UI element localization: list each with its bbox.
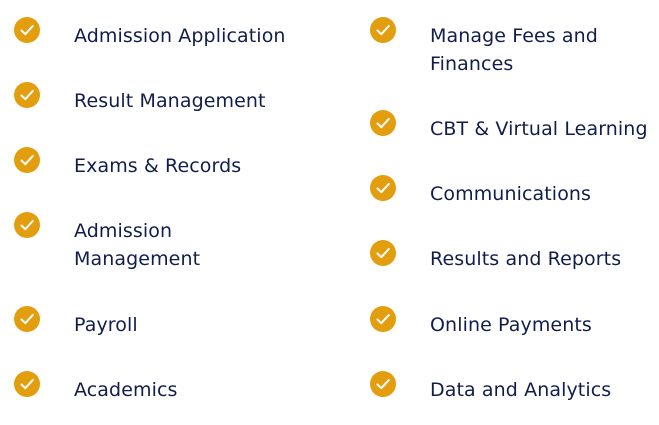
feature-item: Manage Fees and Finances: [0, 17, 659, 81]
feature-label-line2: Finances: [430, 53, 514, 75]
feature-label: Manage Fees and: [430, 25, 598, 47]
feature-label: Admission Application: [74, 25, 286, 47]
feature-item: Data and Analytics: [0, 371, 659, 411]
feature-label: CBT & Virtual Learning: [430, 118, 648, 140]
checkmark-circle-icon: [370, 175, 396, 201]
feature-item: Academics: [0, 371, 330, 411]
checkmark-circle-icon: [14, 82, 40, 108]
feature-label: Communications: [430, 183, 592, 205]
feature-label: Online Payments: [430, 314, 592, 336]
checkmark-circle-icon: [370, 110, 396, 136]
feature-label: Data and Analytics: [430, 379, 612, 401]
feature-item: Online Payments: [0, 306, 659, 346]
checkmark-circle-icon: [370, 17, 396, 43]
feature-label: Result Management: [74, 90, 266, 112]
feature-label: Exams & Records: [74, 155, 242, 177]
feature-item: CBT & Virtual Learning: [0, 110, 659, 150]
checkmark-circle-icon: [14, 212, 40, 238]
feature-item: Communications: [0, 175, 659, 215]
feature-label: Admission: [74, 220, 173, 242]
feature-label: Results and Reports: [430, 248, 622, 270]
feature-item: Payroll: [0, 306, 330, 346]
feature-item: Result Management: [0, 82, 330, 122]
checkmark-circle-icon: [14, 371, 40, 397]
checkmark-circle-icon: [370, 240, 396, 266]
feature-label: Payroll: [74, 314, 138, 336]
checkmark-circle-icon: [370, 306, 396, 332]
checkmark-circle-icon: [370, 371, 396, 397]
feature-item: Results and Reports: [0, 240, 659, 280]
checkmark-circle-icon: [14, 17, 40, 43]
checkmark-circle-icon: [14, 306, 40, 332]
feature-item: Exams & Records: [0, 147, 330, 187]
feature-item: Admission Application: [0, 17, 330, 57]
feature-item: Admission Management: [0, 212, 330, 276]
feature-label-line2: Management: [74, 248, 201, 270]
checkmark-circle-icon: [14, 147, 40, 173]
feature-label: Academics: [74, 379, 178, 401]
